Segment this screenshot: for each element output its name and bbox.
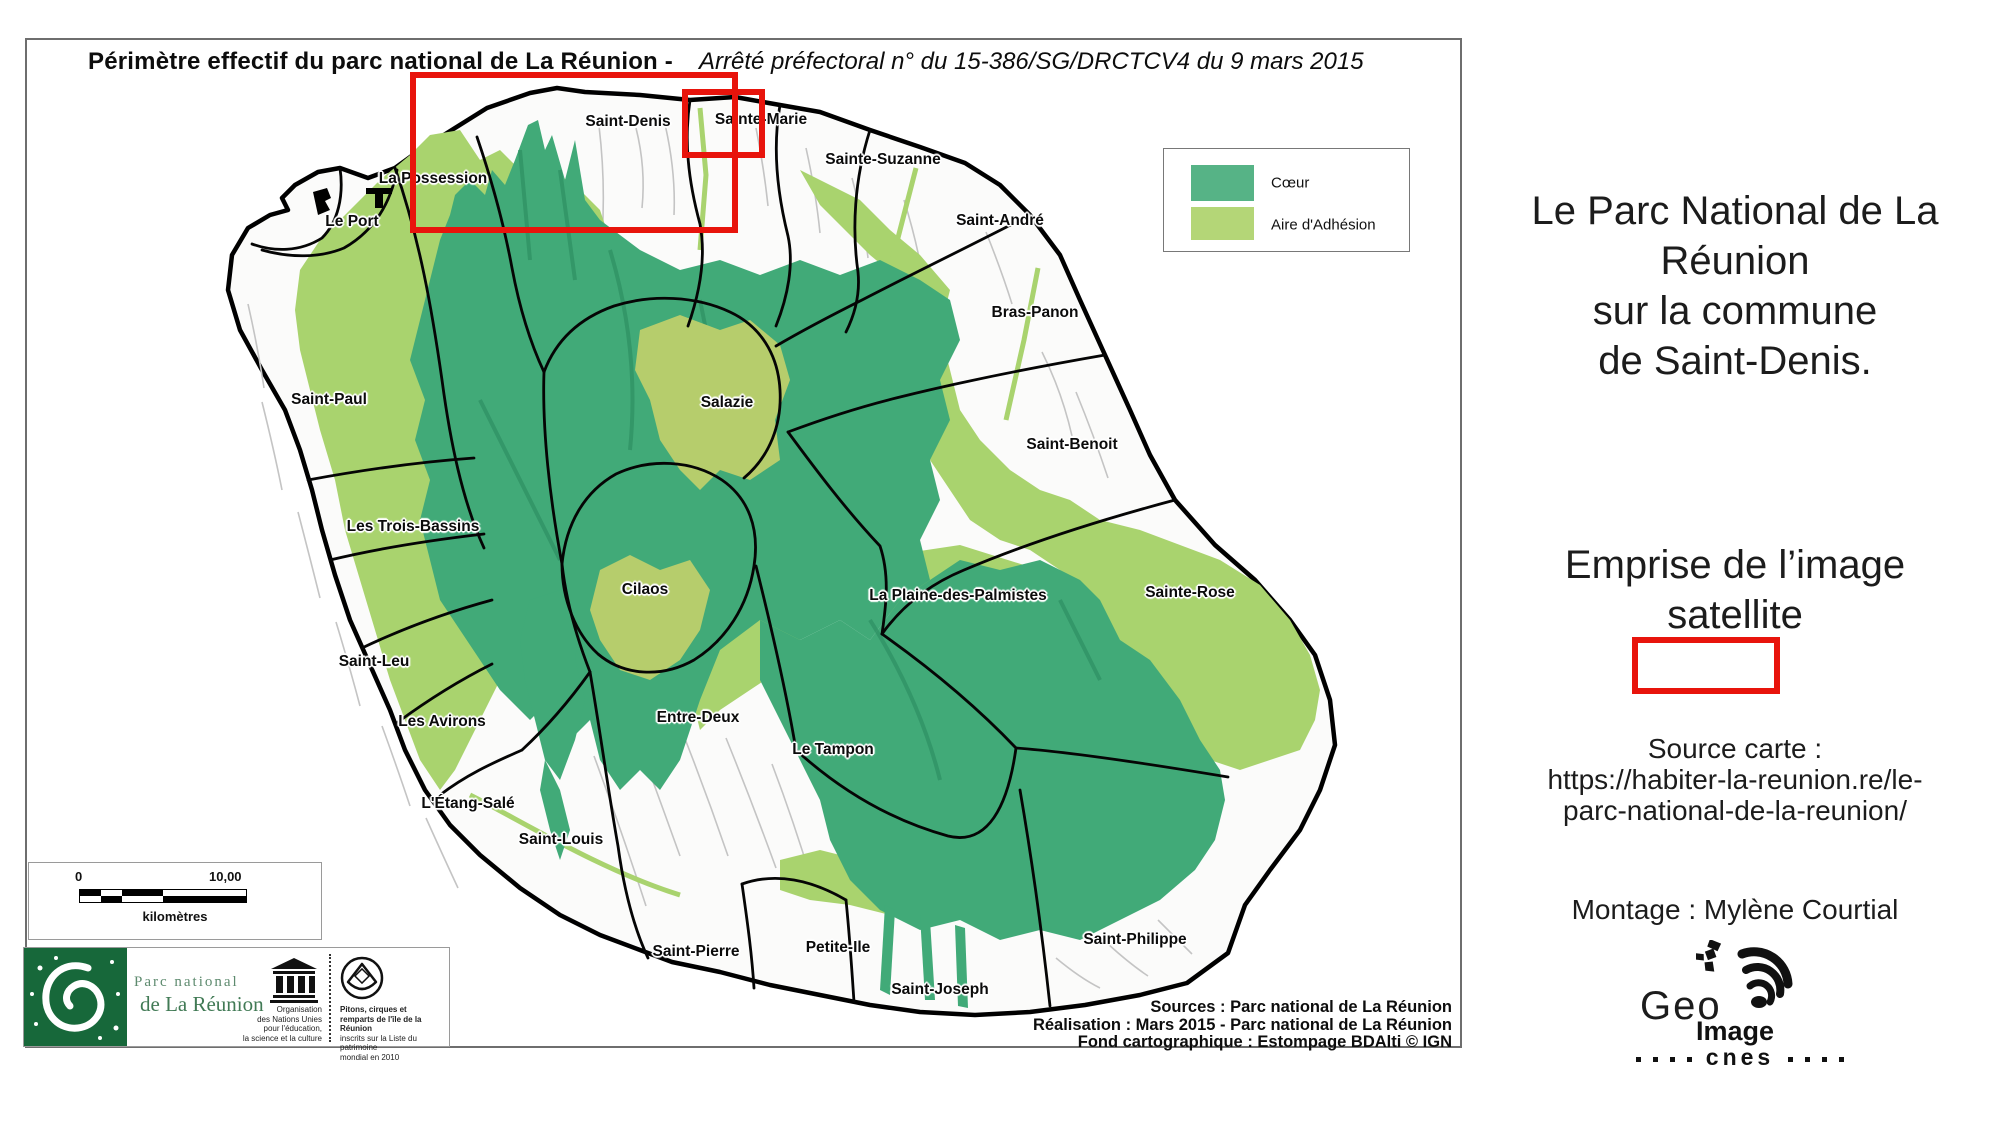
source-caption: Source carte : https://habiter-la-reunio…	[1500, 733, 1970, 826]
cnes-wordmark: cnes	[1705, 1044, 1775, 1070]
image-wordmark: Image	[1696, 1016, 1775, 1046]
source-url: parc-national-de-la-reunion/	[1563, 795, 1907, 826]
footprint-legend-rectangle	[1632, 637, 1780, 694]
cnes-wordmark-row: cnes	[1600, 1044, 1880, 1071]
commune-label: Les Trois-Bassins	[346, 518, 480, 535]
parc-national-wordmark-line2: de La Réunion	[140, 992, 264, 1016]
reunion-island-map	[225, 85, 1338, 1018]
unesco-temple-icon	[270, 958, 318, 1003]
commune-label: Les Avirons	[398, 713, 486, 730]
commune-label: Le Tampon	[792, 741, 874, 758]
commune-label: Saint-Philippe	[1083, 931, 1187, 948]
commune-label: L'Étang-Salé	[421, 795, 515, 812]
basin-areas	[590, 315, 790, 680]
world-heritage-caption: Pitons, cirques et remparts de l'île de …	[340, 1005, 422, 1062]
scale-bar-graphic	[79, 889, 247, 903]
satellite-footprint-caption: Emprise de l’image satellite	[1564, 543, 1906, 637]
source-url: https://habiter-la-reunion.re/le-	[1547, 764, 1923, 795]
commune-boundaries	[250, 98, 1230, 1008]
geo-wordmark: Geo	[1640, 984, 1722, 1028]
satellite-icon	[1696, 940, 1722, 972]
commune-label: Sainte-Rose	[1145, 584, 1235, 601]
scale-unit-label: kilomètres	[142, 909, 208, 924]
unesco-caption: Organisation des Nations Unies pour l'éd…	[242, 1005, 322, 1043]
commune-label: Saint-Benoit	[1026, 436, 1118, 453]
scale-end-label: 10,00	[209, 869, 242, 884]
commune-label: Saint-Leu	[338, 653, 410, 670]
scale-bar: 0 10,00 kilomètres	[28, 862, 322, 940]
montage-credit: Montage : Mylène Courtial	[1571, 894, 1899, 925]
commune-label: Sainte-Suzanne	[825, 151, 941, 168]
spiral-icon	[30, 956, 120, 1040]
scale-start-label: 0	[75, 869, 83, 884]
geoimage-cnes-logo: Geo Image cnes	[1600, 940, 1880, 1090]
commune-label: Cilaos	[621, 581, 669, 598]
commune-label: La Plaine-des-Palmistes	[869, 587, 1047, 604]
geoimage-globe-icon	[1696, 940, 1793, 1008]
commune-label: Saint-Joseph	[891, 981, 989, 998]
commune-label: Salazie	[700, 394, 754, 411]
map-title-main: Périmètre effectif du parc national de L…	[88, 48, 673, 75]
sainte-marie-highlight-rectangle	[682, 89, 765, 158]
map-title: Périmètre effectif du parc national de L…	[88, 48, 1388, 76]
credits-fond: Fond cartographique : Estompage BDAlti ©…	[1077, 1033, 1452, 1051]
commune-label: Entre-Deux	[656, 709, 740, 726]
commune-label: Le Port	[325, 213, 379, 230]
commune-label: Saint-Paul	[291, 391, 367, 408]
map-legend: Cœur Aire d'Adhésion	[1163, 148, 1410, 252]
commune-label: Saint-André	[956, 212, 1044, 229]
legend-label: Aire d'Adhésion	[1271, 216, 1376, 234]
aire-swatch	[1191, 207, 1254, 240]
logos-separator	[329, 954, 331, 1042]
panel-heading: Le Parc National de La Réunion sur la co…	[1531, 189, 1939, 383]
world-heritage-emblem-icon	[340, 956, 384, 1000]
commune-label: La Possession	[378, 170, 488, 187]
credits-sources: Sources : Parc national de La Réunion	[1150, 998, 1452, 1016]
map-credits: Sources : Parc national de La Réunion Ré…	[1000, 998, 1452, 1052]
logos-strip: Parc national de La Réunion Organisation…	[23, 947, 450, 1062]
harbour-marks	[313, 188, 392, 215]
credits-realisation: Réalisation : Mars 2015 - Parc national …	[1032, 1015, 1452, 1034]
legend-label: Cœur	[1271, 174, 1310, 192]
coeur-swatch	[1191, 165, 1254, 201]
commune-label: Saint-Louis	[518, 831, 604, 848]
map-title-decree: Arrêté préfectoral n° du 15-386/SG/DRCTC…	[698, 48, 1364, 75]
commune-label: Saint-Denis	[585, 113, 671, 130]
commune-label: Bras-Panon	[991, 304, 1079, 321]
commune-label: Petite-Ile	[805, 939, 871, 956]
parc-national-logo	[24, 948, 127, 1046]
commune-label: Saint-Pierre	[652, 943, 740, 960]
parc-national-wordmark-line1: Parc national	[134, 974, 239, 990]
